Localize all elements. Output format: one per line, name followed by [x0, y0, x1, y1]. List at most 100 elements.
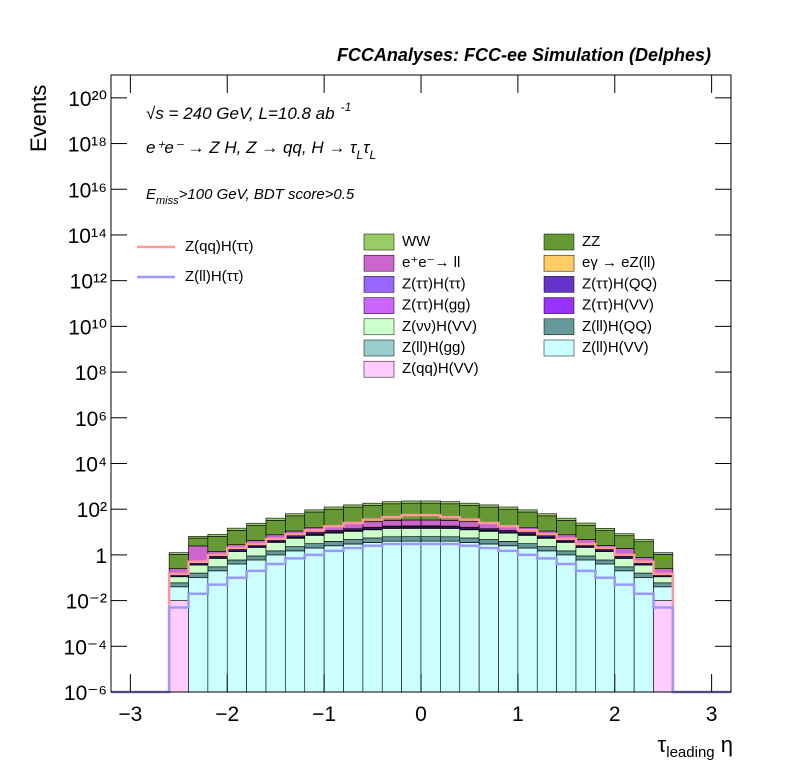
histogram-bar: [479, 531, 498, 539]
histogram-bar: [460, 530, 479, 538]
histogram-bar: [595, 564, 614, 692]
histogram-bar: [440, 537, 459, 541]
histogram-bar: [518, 548, 537, 692]
legend-label: ZZ: [582, 233, 600, 250]
histogram-bar: [402, 520, 421, 526]
histogram-bar: [499, 533, 518, 541]
histogram-bar: [208, 534, 227, 536]
y-tick-label: 10²: [77, 499, 107, 522]
histogram-bar: [189, 538, 208, 546]
legend-swatch: [544, 255, 574, 271]
histogram-bar: [305, 548, 324, 692]
histogram-bar: [305, 535, 324, 543]
histogram-bar: [499, 509, 518, 525]
histogram-bar: [595, 531, 614, 546]
histogram-bar: [518, 535, 537, 543]
histogram-bar: [615, 534, 634, 536]
histogram-bar: [208, 567, 227, 571]
legend-label: Z(ll)H(gg): [402, 339, 465, 356]
histogram-bar: [247, 560, 266, 692]
legend-label: Z(ll)H(VV): [582, 339, 649, 356]
histogram-bar: [479, 540, 498, 544]
annotation-sub: miss: [156, 195, 179, 207]
legend-swatch: [544, 234, 574, 250]
histogram-bar: [537, 551, 556, 692]
histogram-bar: [654, 554, 673, 568]
legend-label: Z(ll)H(QQ): [582, 318, 652, 335]
histogram-bar: [169, 577, 188, 583]
histogram-bar: [634, 542, 653, 558]
legend-swatch: [364, 319, 394, 335]
histogram-bar: [227, 560, 246, 564]
histogram-bar: [557, 518, 576, 520]
histogram-bar: [285, 547, 304, 551]
histogram-bar: [189, 546, 208, 563]
histogram-bar: [266, 551, 285, 555]
histogram-bar: [654, 583, 673, 587]
histogram-bar: [324, 507, 343, 509]
histogram-bar: [344, 505, 363, 507]
histogram-bar: [208, 558, 227, 566]
y-tick-label: 10⁸: [75, 362, 107, 385]
histogram-bar: [421, 537, 440, 542]
histogram-bar: [557, 551, 576, 555]
histogram-bar: [402, 528, 421, 536]
histogram-bar: [576, 548, 595, 556]
histogram-bar: [266, 542, 285, 550]
y-tick-label: 10¹⁰: [68, 316, 107, 339]
histogram-bar: [654, 553, 673, 555]
x-tick-label: −3: [118, 703, 142, 726]
legend-swatch: [364, 255, 394, 271]
histogram-bar: [189, 573, 208, 578]
histogram-bar: [440, 502, 459, 504]
histogram-bar: [169, 601, 188, 692]
histogram-bar: [460, 538, 479, 542]
histogram-bar: [595, 560, 614, 564]
legend-label: Z(ττ)H(VV): [582, 297, 654, 314]
histogram-bar: [324, 541, 343, 545]
y-tick-label: 10⁶: [75, 408, 107, 431]
histogram-bar: [285, 538, 304, 546]
histogram-bar: [634, 539, 653, 541]
legend-swatch: [544, 298, 574, 314]
histogram-bar: [382, 502, 401, 504]
histogram-bar: [537, 538, 556, 546]
histogram-bar: [189, 536, 208, 538]
histogram-bar: [421, 528, 440, 536]
x-tick-label: −1: [312, 703, 336, 726]
histogram-bar: [266, 555, 285, 692]
histogram-bar: [537, 547, 556, 551]
histogram-bar: [557, 520, 576, 534]
histogram-bar: [208, 571, 227, 692]
x-label-after: η: [715, 732, 733, 757]
histogram-bar: [363, 503, 382, 505]
legend-swatch: [364, 361, 394, 377]
histogram-bar: [285, 514, 304, 516]
histogram-bar: [576, 556, 595, 560]
histogram-bar: [576, 525, 595, 539]
x-tick-label: −2: [215, 703, 239, 726]
histogram-bar: [344, 531, 363, 539]
histogram-bar: [363, 542, 382, 692]
histogram-bar: [615, 567, 634, 571]
histogram-bar: [537, 516, 556, 531]
x-tick-label: 2: [609, 703, 621, 726]
histogram-bar: [615, 536, 634, 549]
histogram-bar: [557, 542, 576, 550]
annotation-sup: -1: [341, 100, 352, 114]
histogram-bar: [499, 546, 518, 692]
histogram-bar: [595, 552, 614, 560]
histogram-bar: [363, 530, 382, 538]
histogram-bar: [479, 507, 498, 523]
legend-label: e⁺e⁻→ ll: [402, 254, 460, 271]
histogram-bar: [479, 505, 498, 507]
histogram-bar: [266, 518, 285, 520]
histogram-bar: [499, 507, 518, 509]
histogram-bar: [460, 522, 479, 527]
annotation-sub: L: [369, 148, 376, 162]
histogram-bar: [227, 564, 246, 692]
histogram-bar: [615, 558, 634, 566]
histogram-bar: [402, 501, 421, 503]
histogram-bar: [634, 565, 653, 573]
